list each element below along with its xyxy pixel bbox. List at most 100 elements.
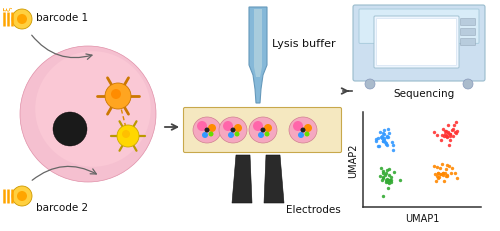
Point bbox=[386, 181, 394, 185]
Point bbox=[441, 132, 449, 136]
Point bbox=[380, 137, 388, 141]
Point bbox=[384, 179, 392, 182]
FancyBboxPatch shape bbox=[374, 17, 459, 69]
Point bbox=[448, 128, 456, 131]
Point bbox=[388, 140, 396, 144]
Circle shape bbox=[365, 80, 375, 90]
Point bbox=[448, 166, 456, 170]
Circle shape bbox=[204, 128, 210, 133]
Point bbox=[380, 138, 388, 142]
Point bbox=[438, 133, 446, 137]
Point bbox=[378, 135, 386, 139]
Point bbox=[433, 134, 441, 137]
Point bbox=[386, 178, 394, 182]
Point bbox=[372, 138, 380, 142]
Polygon shape bbox=[232, 155, 252, 203]
Point bbox=[446, 172, 454, 175]
Polygon shape bbox=[254, 10, 262, 78]
Point bbox=[442, 167, 450, 171]
Point bbox=[387, 176, 395, 179]
Point bbox=[434, 172, 442, 176]
Point bbox=[452, 121, 460, 125]
Circle shape bbox=[463, 80, 473, 90]
Point bbox=[440, 172, 448, 175]
Point bbox=[378, 140, 386, 143]
Point bbox=[440, 134, 448, 138]
Circle shape bbox=[298, 132, 304, 138]
Point bbox=[390, 171, 398, 174]
Ellipse shape bbox=[219, 118, 247, 143]
Point bbox=[384, 178, 392, 182]
Point bbox=[432, 172, 440, 176]
Polygon shape bbox=[249, 8, 267, 103]
Point bbox=[452, 131, 460, 134]
Point bbox=[382, 180, 390, 184]
Point bbox=[376, 144, 384, 148]
Circle shape bbox=[53, 112, 87, 146]
Text: Electrodes: Electrodes bbox=[286, 204, 341, 214]
Text: UMAP1: UMAP1 bbox=[405, 213, 439, 223]
Circle shape bbox=[208, 125, 216, 132]
Point bbox=[376, 136, 384, 140]
Point bbox=[444, 124, 452, 128]
Point bbox=[438, 138, 446, 142]
FancyBboxPatch shape bbox=[460, 19, 475, 26]
Circle shape bbox=[230, 128, 235, 133]
Circle shape bbox=[223, 122, 233, 131]
Point bbox=[436, 167, 444, 170]
Ellipse shape bbox=[249, 118, 277, 143]
FancyBboxPatch shape bbox=[460, 29, 475, 36]
Circle shape bbox=[122, 131, 130, 138]
Point bbox=[374, 137, 382, 140]
Point bbox=[444, 174, 452, 178]
Point bbox=[432, 180, 440, 183]
Point bbox=[379, 172, 387, 175]
Point bbox=[383, 144, 391, 147]
Ellipse shape bbox=[289, 118, 317, 143]
Point bbox=[380, 129, 388, 133]
Point bbox=[432, 174, 440, 178]
Circle shape bbox=[17, 15, 27, 25]
Point bbox=[387, 181, 395, 184]
Point bbox=[372, 140, 380, 143]
Point bbox=[382, 140, 390, 144]
Point bbox=[382, 178, 390, 182]
Circle shape bbox=[197, 122, 207, 131]
Circle shape bbox=[117, 125, 139, 147]
Point bbox=[442, 174, 450, 178]
Point bbox=[450, 134, 458, 138]
Point bbox=[382, 143, 390, 146]
Point bbox=[378, 137, 386, 141]
Circle shape bbox=[253, 122, 263, 131]
Text: barcode 1: barcode 1 bbox=[36, 13, 88, 23]
Circle shape bbox=[17, 191, 27, 201]
Polygon shape bbox=[264, 155, 284, 203]
Point bbox=[434, 175, 442, 179]
Text: Lysis buffer: Lysis buffer bbox=[272, 39, 336, 49]
Point bbox=[443, 164, 451, 168]
Point bbox=[378, 178, 386, 182]
Point bbox=[444, 173, 452, 177]
Point bbox=[440, 174, 448, 177]
Circle shape bbox=[260, 128, 266, 133]
Circle shape bbox=[234, 132, 240, 137]
FancyBboxPatch shape bbox=[376, 19, 456, 66]
Point bbox=[376, 131, 384, 134]
Point bbox=[444, 132, 452, 135]
Point bbox=[380, 176, 388, 180]
Point bbox=[380, 133, 388, 137]
Circle shape bbox=[105, 84, 131, 109]
Point bbox=[382, 179, 390, 183]
Point bbox=[384, 181, 392, 184]
Point bbox=[382, 135, 390, 138]
Point bbox=[385, 132, 393, 136]
Ellipse shape bbox=[193, 118, 221, 143]
Point bbox=[430, 164, 438, 168]
Circle shape bbox=[20, 47, 156, 182]
Point bbox=[382, 142, 390, 146]
Point bbox=[434, 172, 442, 176]
Point bbox=[440, 171, 448, 175]
Point bbox=[446, 164, 454, 168]
Point bbox=[377, 166, 385, 170]
FancyBboxPatch shape bbox=[460, 39, 475, 46]
